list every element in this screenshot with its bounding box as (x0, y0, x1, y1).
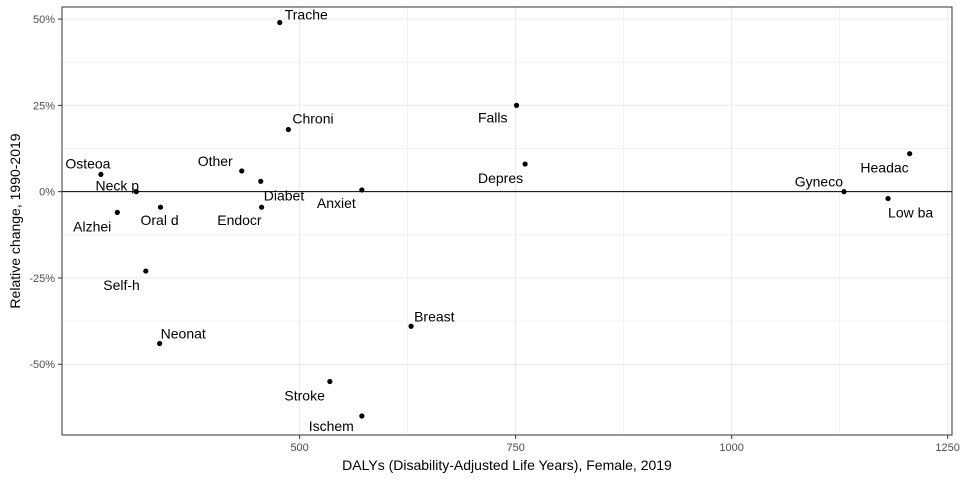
y-tick-label: -25% (29, 273, 55, 285)
data-point (98, 171, 104, 178)
point-labels: Trache Chroni Falls Osteoa Other Diabet Depres… (65, 7, 933, 434)
y-tick-label: 50% (33, 14, 55, 26)
data-point (157, 340, 163, 347)
data-points (98, 19, 913, 419)
data-point (841, 189, 847, 195)
x-tick-label: 1250 (935, 442, 959, 454)
data-point (259, 204, 265, 210)
point-label: Neck p (96, 178, 140, 194)
data-point (239, 168, 245, 174)
point-label: Diabet (264, 187, 305, 203)
point-label: Falls (478, 109, 508, 125)
y-axis-title: Relative change, 1990-2019 (7, 133, 23, 308)
x-tick-label: 500 (290, 442, 308, 454)
point-label: Gyneco (795, 174, 843, 190)
point-label: Low ba (888, 205, 933, 221)
y-tick-label: 0% (39, 187, 55, 199)
point-label: Osteoa (65, 155, 110, 171)
point-label: Alzhei (73, 218, 111, 234)
point-label: Headac (860, 160, 908, 176)
panel-border (61, 6, 953, 436)
data-point (513, 102, 520, 108)
point-label: Breast (414, 308, 455, 324)
y-tick-label: 25% (33, 100, 55, 112)
data-point (114, 209, 120, 215)
data-point (408, 323, 414, 329)
data-point (133, 189, 139, 195)
x-axis-ticks: 500 750 1000 1250 (290, 435, 960, 454)
data-point (327, 378, 333, 385)
data-point (258, 178, 264, 184)
point-label: Stroke (284, 388, 325, 404)
x-tick-label: 1000 (719, 442, 743, 454)
data-point (157, 204, 164, 210)
data-point (277, 19, 283, 26)
point-label: Endocr (217, 212, 262, 228)
data-point (359, 187, 365, 193)
data-point (359, 413, 365, 419)
point-label: Other (198, 153, 233, 169)
point-label: Oral d (141, 212, 179, 228)
point-label: Trache (285, 7, 328, 23)
x-tick-label: 750 (506, 442, 524, 454)
point-label: Chroni (292, 111, 333, 127)
y-tick-label: -50% (29, 359, 55, 371)
y-axis-ticks: -50% -25% 0% 25% 50% (29, 14, 62, 371)
data-point (885, 195, 891, 202)
data-point (143, 268, 149, 274)
point-label: Ischem (309, 418, 354, 434)
data-point (522, 161, 528, 167)
x-axis-title: DALYs (Disability-Adjusted Life Years), … (342, 457, 672, 473)
point-label: Anxiet (317, 195, 356, 211)
point-label: Depres (478, 170, 523, 186)
data-point (285, 126, 291, 133)
data-point (907, 151, 913, 157)
point-label: Self-h (103, 277, 140, 293)
point-label: Neonat (161, 326, 206, 342)
